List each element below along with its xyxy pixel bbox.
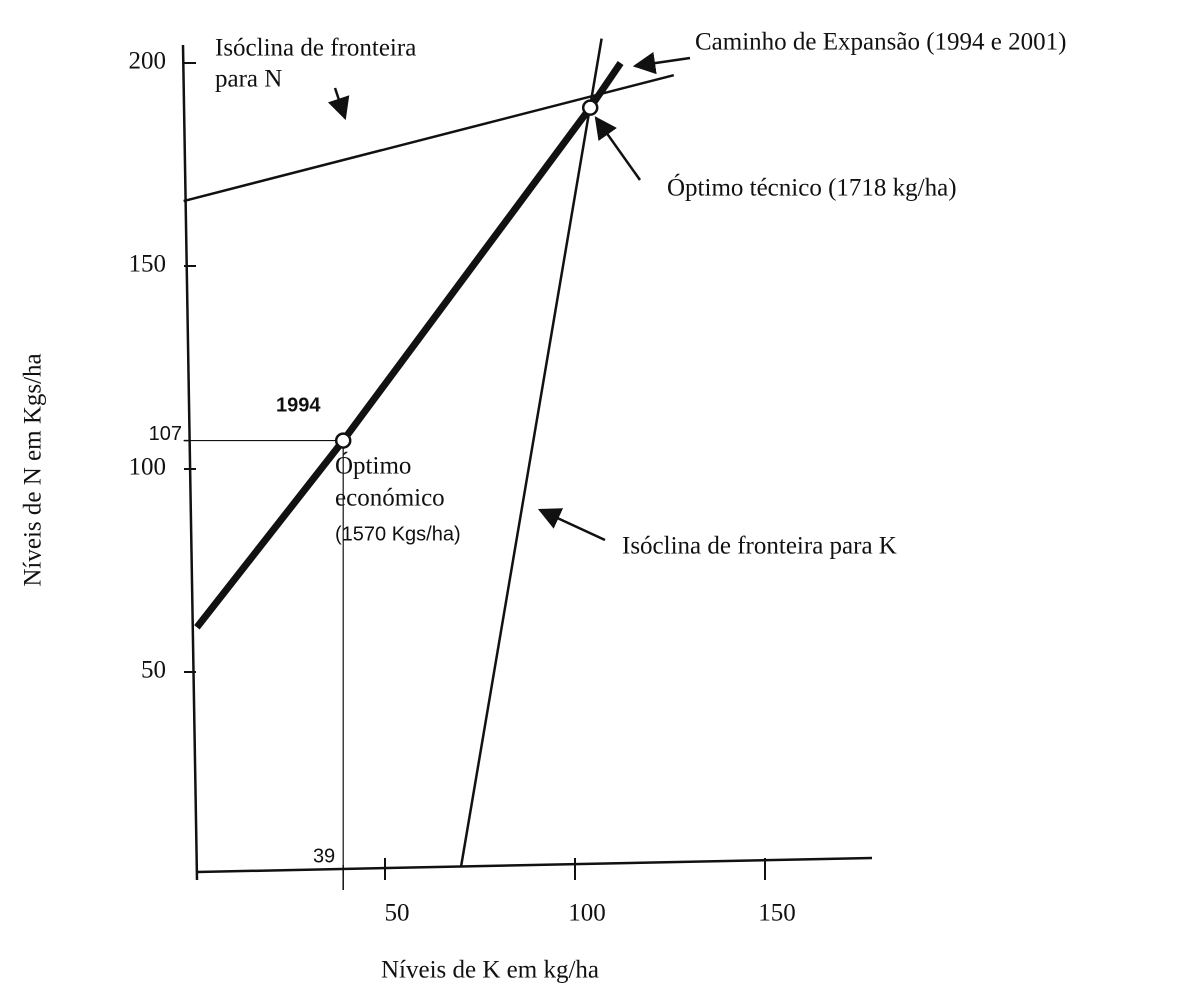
- annotation: 1994: [276, 394, 321, 416]
- series-line: [459, 38, 603, 868]
- y-tick-label: 100: [129, 454, 167, 481]
- arrow: [632, 51, 691, 75]
- annotation: Caminho de Expansão (1994 e 2001): [695, 29, 1066, 56]
- x-tick-label: 150: [758, 900, 796, 927]
- annotation: Isóclina de fronteira: [215, 35, 416, 62]
- annotation: económico: [335, 485, 445, 512]
- point-marker: [334, 432, 352, 449]
- arrow: [537, 508, 606, 542]
- annotation: Isóclina de fronteira para K: [622, 533, 897, 560]
- series-line: [183, 73, 675, 203]
- x-tick-label: 50: [385, 900, 410, 927]
- y-tick-label: 150: [129, 251, 167, 278]
- annotation: (1570 Kgs/ha): [335, 523, 461, 545]
- series-line: [194, 61, 624, 630]
- x-tick-label: 100: [568, 900, 606, 927]
- series-line: [183, 439, 344, 875]
- x-axis: [196, 856, 873, 874]
- y-tick-label: 107: [149, 423, 182, 445]
- y-tick-label: 50: [141, 657, 166, 684]
- y-tick-label: 200: [129, 48, 167, 75]
- annotation: Óptimo técnico (1718 kg/ha): [667, 174, 957, 202]
- arrow: [327, 87, 350, 121]
- y-axis-label: Níveis de N em Kgs/ha: [20, 353, 47, 586]
- annotation: Óptimo: [335, 452, 411, 480]
- x-axis-label: Níveis de K em kg/ha: [381, 957, 599, 984]
- point-marker: [581, 99, 599, 116]
- arrow: [594, 116, 642, 181]
- y-axis: [181, 44, 199, 881]
- annotation: para N: [215, 66, 282, 93]
- x-tick-label: 39: [313, 845, 335, 867]
